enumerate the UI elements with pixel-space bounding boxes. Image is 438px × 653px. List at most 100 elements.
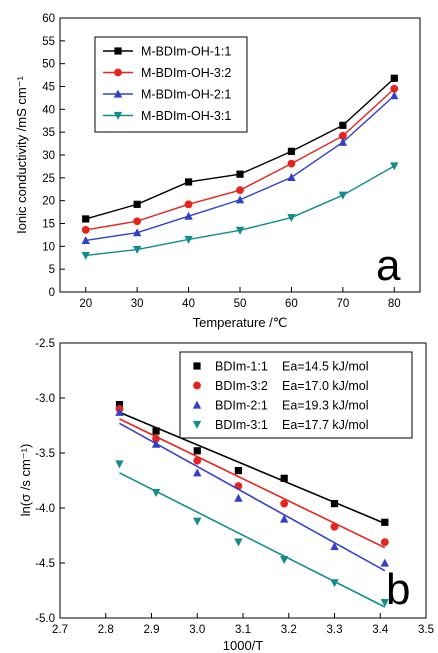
x-tick-label: 2.8 (98, 624, 114, 636)
x-tick-label: 3.3 (327, 624, 343, 636)
y-tick-label: 30 (42, 150, 55, 162)
data-point (234, 493, 243, 502)
data-point (132, 228, 142, 237)
x-tick-label: 40 (182, 298, 195, 310)
fit-line (119, 472, 386, 608)
data-point (115, 460, 124, 469)
x-tick-label: 20 (79, 298, 92, 310)
panel-b-legend: BDIm-1:1 Ea=14.5 kJ/mol BDIm-3:2 Ea=17.0 kJ… (179, 351, 413, 439)
data-point (338, 131, 347, 140)
y-tick-label: 55 (42, 36, 55, 48)
x-tick-label: 3.2 (281, 624, 297, 636)
panel-b-y-axis-label: ln(σ /s cm⁻¹) (18, 444, 33, 517)
data-point (234, 467, 243, 475)
y-tick-label: 35 (42, 127, 55, 139)
y-tick-label: 50 (42, 59, 55, 71)
data-point (280, 474, 288, 482)
panel-b-x-axis-label: 1000/T (223, 638, 264, 653)
y-tick-label: -3.0 (35, 393, 55, 405)
data-point (380, 558, 390, 567)
x-tick-label: 60 (285, 298, 298, 310)
panel-b: 2.7 2.8 2.9 3.0 3.1 3.2 3.3 3.4 3.5 -5.0 -4.5 -4.0 -… (18, 338, 434, 653)
x-tick-label: 3.1 (235, 624, 251, 636)
data-point (236, 186, 244, 195)
data-point (279, 514, 289, 523)
legend-label: BDIm-3:2 (215, 379, 268, 393)
x-tick-label: 3.4 (372, 624, 389, 636)
fit-line (119, 411, 386, 525)
data-point (152, 427, 160, 435)
data-point (133, 200, 141, 208)
y-tick-label: 0 (49, 287, 55, 299)
data-point (330, 500, 339, 508)
data-point (115, 401, 124, 409)
panel-a: 20 30 40 50 60 70 80 0 5 10 15 20 25 30 35 40 45 50 55 60 M… (14, 13, 421, 330)
y-tick-label: 40 (42, 104, 55, 116)
data-point (81, 235, 90, 244)
legend-marker (193, 381, 201, 390)
data-point (287, 147, 296, 155)
y-tick-label: 15 (42, 219, 55, 231)
x-tick-label: 2.7 (52, 624, 68, 636)
fit-line (119, 422, 386, 572)
panel-a-x-axis-label: Temperature /℃ (193, 315, 288, 330)
data-point (184, 211, 193, 220)
panel-a-y-axis-label: Ionic conductivity /mS cm⁻¹ (14, 75, 29, 234)
panel-a-legend: M-BDIm-OH-1:1 M-BDIm-OH-3:2 M-BDIm-OH-2:1 M… (94, 36, 248, 133)
data-point (236, 170, 244, 178)
y-tick-label: -2.5 (35, 338, 55, 350)
data-point (330, 542, 339, 551)
data-point (115, 407, 124, 416)
legend-ea-value: Ea=14.5 kJ/mol (282, 360, 369, 374)
x-tick-label: 3.0 (189, 624, 205, 636)
legend-label: BDIm-3:1 (215, 418, 268, 432)
legend-marker (113, 89, 123, 98)
data-point (193, 447, 201, 455)
y-tick-label: 10 (42, 241, 55, 253)
data-point (81, 251, 90, 260)
y-tick-label: 20 (42, 196, 55, 208)
data-point (287, 213, 296, 222)
legend-marker (192, 420, 202, 429)
panel-a-letter: a (376, 241, 401, 290)
data-point (81, 225, 90, 234)
data-point (338, 191, 348, 200)
fit-line (119, 418, 386, 549)
y-tick-label: -4.0 (35, 503, 55, 515)
data-point (279, 556, 289, 565)
data-point (151, 489, 161, 497)
y-tick-label: 25 (42, 173, 55, 185)
data-point (234, 538, 243, 547)
y-tick-label: 45 (42, 82, 55, 94)
data-point (184, 235, 193, 244)
legend-label: M-BDIm-OH-3:1 (141, 109, 231, 123)
legend-marker (113, 111, 123, 120)
data-point (287, 159, 296, 168)
legend-marker (192, 400, 202, 409)
legend-marker (114, 47, 122, 55)
series-line (85, 165, 395, 257)
legend-marker (193, 362, 201, 370)
data-point (390, 84, 399, 93)
x-tick-label: 2.9 (144, 624, 160, 636)
legend-box (179, 351, 413, 439)
data-point (338, 137, 348, 146)
data-point (193, 456, 202, 465)
data-point (380, 599, 390, 607)
x-tick-label: 70 (336, 298, 349, 310)
data-point (390, 74, 398, 82)
data-point (280, 499, 289, 508)
panel-b-letter: b (386, 565, 410, 614)
data-point (151, 439, 161, 448)
legend-label: M-BDIm-OH-2:1 (141, 88, 231, 102)
data-point (184, 178, 193, 186)
data-point (193, 468, 202, 477)
x-tick-label: 80 (388, 298, 401, 310)
y-tick-label: 60 (42, 13, 55, 25)
data-point (287, 172, 296, 181)
data-point (235, 195, 245, 204)
data-point (193, 517, 202, 526)
legend-label: BDIm-2:1 (215, 399, 268, 413)
data-point (132, 245, 142, 254)
